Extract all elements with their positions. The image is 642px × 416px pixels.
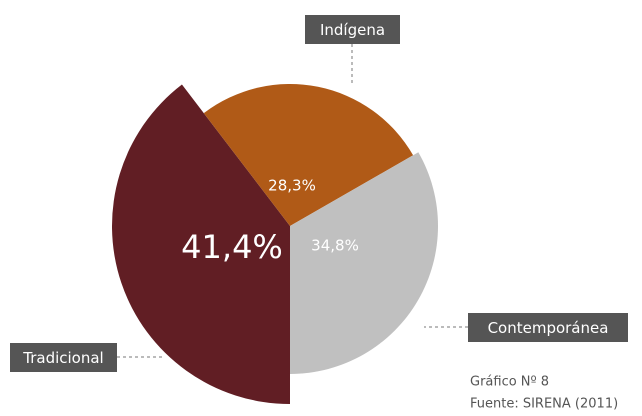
category-label: Contemporánea	[488, 319, 609, 337]
pie-slice	[203, 84, 414, 226]
value-label: 34,8%	[311, 237, 359, 255]
figure-number: Gráfico Nº 8	[470, 375, 549, 390]
pie-slice	[290, 152, 439, 374]
pie-slice	[112, 84, 291, 405]
category-box	[468, 313, 628, 342]
value-label: 41,4%	[181, 228, 283, 266]
category-label: Tradicional	[22, 349, 103, 367]
category-box	[305, 15, 400, 44]
category-label: Indígena	[320, 21, 385, 39]
source-note: Fuente: SIRENA (2011)	[470, 397, 618, 412]
category-box	[10, 343, 117, 372]
value-label: 28,3%	[268, 177, 316, 195]
